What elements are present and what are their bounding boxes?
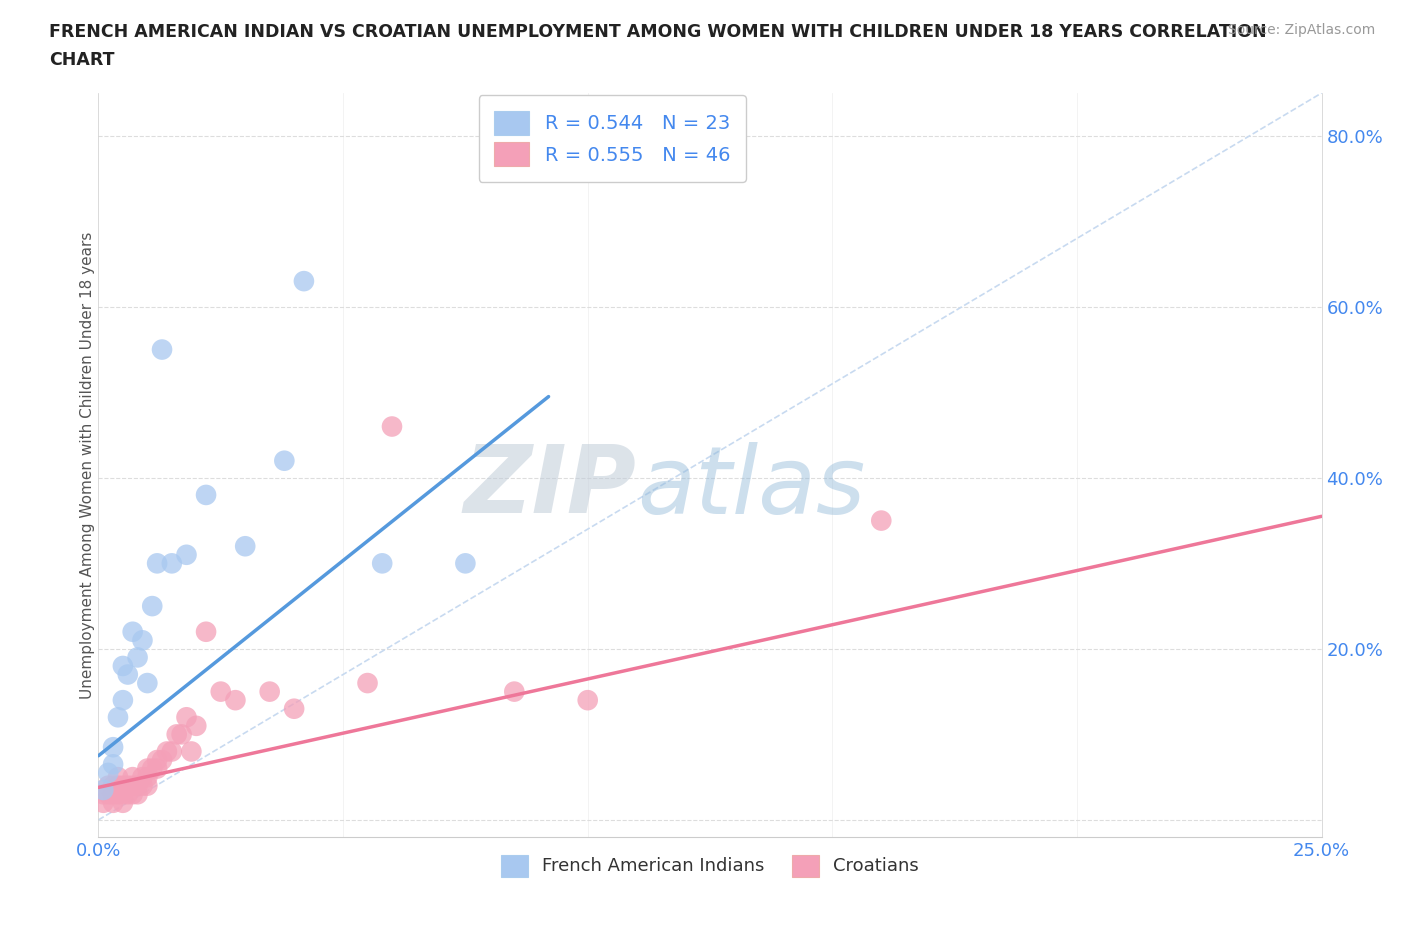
- Point: [283, 701, 305, 716]
- Text: CHART: CHART: [49, 51, 115, 69]
- Point: [111, 778, 134, 793]
- Text: ZIP: ZIP: [464, 442, 637, 533]
- Point: [176, 548, 198, 563]
- Point: [146, 556, 169, 571]
- Point: [107, 710, 129, 724]
- Point: [576, 693, 599, 708]
- Point: [150, 342, 173, 357]
- Point: [259, 684, 281, 699]
- Point: [131, 633, 153, 648]
- Text: FRENCH AMERICAN INDIAN VS CROATIAN UNEMPLOYMENT AMONG WOMEN WITH CHILDREN UNDER : FRENCH AMERICAN INDIAN VS CROATIAN UNEMP…: [49, 23, 1267, 41]
- Point: [233, 538, 256, 553]
- Point: [117, 667, 139, 682]
- Point: [195, 624, 218, 639]
- Point: [91, 787, 114, 802]
- Point: [91, 782, 114, 797]
- Point: [101, 778, 124, 793]
- Point: [97, 787, 120, 802]
- Point: [381, 419, 404, 434]
- Point: [117, 778, 139, 793]
- Point: [209, 684, 232, 699]
- Point: [121, 778, 143, 793]
- Point: [180, 744, 202, 759]
- Point: [454, 556, 477, 571]
- Point: [121, 787, 143, 802]
- Point: [141, 599, 163, 614]
- Point: [503, 684, 526, 699]
- Point: [156, 744, 179, 759]
- Point: [371, 556, 394, 571]
- Point: [224, 693, 246, 708]
- Point: [107, 787, 129, 802]
- Point: [141, 761, 163, 776]
- Point: [131, 778, 153, 793]
- Point: [111, 658, 134, 673]
- Point: [166, 727, 188, 742]
- Point: [146, 752, 169, 767]
- Point: [107, 778, 129, 793]
- Point: [356, 675, 378, 690]
- Point: [160, 556, 183, 571]
- Point: [170, 727, 193, 742]
- Point: [101, 795, 124, 810]
- Text: Source: ZipAtlas.com: Source: ZipAtlas.com: [1227, 23, 1375, 37]
- Point: [101, 787, 124, 802]
- Point: [136, 761, 159, 776]
- Point: [101, 739, 124, 754]
- Point: [127, 778, 149, 793]
- Point: [195, 487, 218, 502]
- Point: [127, 650, 149, 665]
- Point: [150, 752, 173, 767]
- Point: [111, 693, 134, 708]
- Point: [97, 765, 120, 780]
- Point: [146, 761, 169, 776]
- Point: [127, 787, 149, 802]
- Point: [111, 795, 134, 810]
- Point: [136, 770, 159, 785]
- Point: [273, 453, 295, 468]
- Text: atlas: atlas: [637, 442, 865, 533]
- Point: [176, 710, 198, 724]
- Point: [121, 770, 143, 785]
- Point: [117, 787, 139, 802]
- Legend: French American Indians, Croatians: French American Indians, Croatians: [494, 847, 927, 884]
- Point: [97, 778, 120, 793]
- Point: [111, 787, 134, 802]
- Point: [186, 718, 208, 733]
- Point: [121, 624, 143, 639]
- Y-axis label: Unemployment Among Women with Children Under 18 years: Unemployment Among Women with Children U…: [80, 232, 94, 698]
- Point: [292, 273, 315, 288]
- Point: [101, 757, 124, 772]
- Point: [91, 795, 114, 810]
- Point: [136, 778, 159, 793]
- Point: [131, 770, 153, 785]
- Point: [107, 770, 129, 785]
- Point: [160, 744, 183, 759]
- Point: [136, 675, 159, 690]
- Point: [870, 513, 893, 528]
